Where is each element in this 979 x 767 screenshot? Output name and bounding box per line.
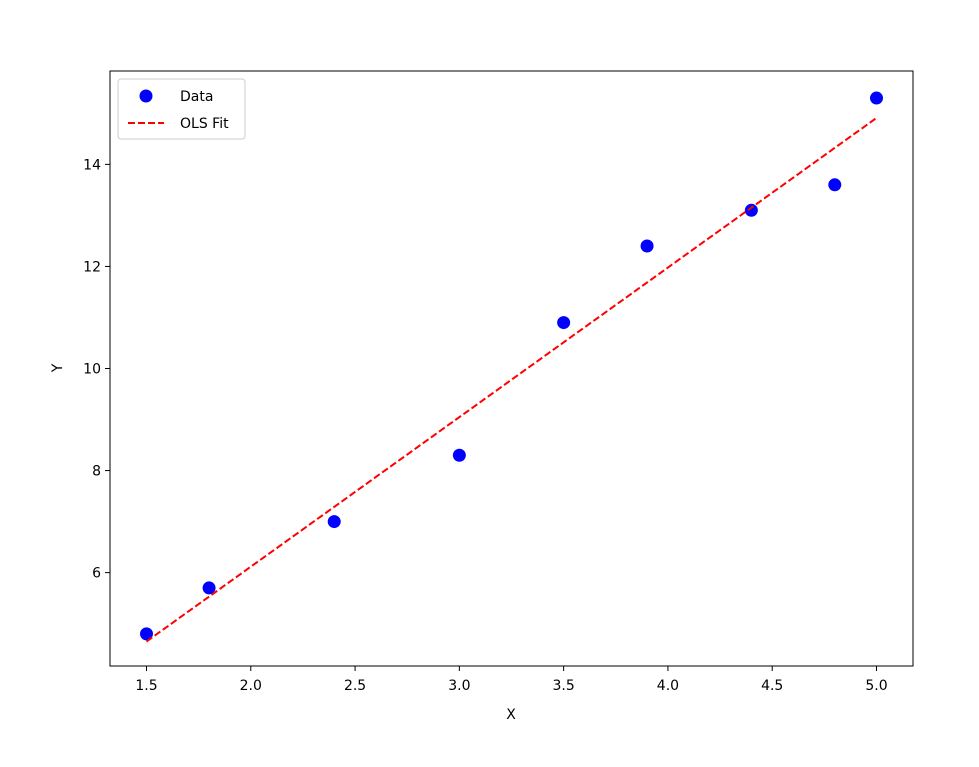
y-tick-label: 10 — [83, 362, 101, 378]
plot-frame — [109, 70, 914, 667]
x-tick-label: 2.5 — [344, 678, 366, 694]
x-tick-label: 3.5 — [553, 678, 575, 694]
data-point — [452, 448, 466, 462]
y-axis-label: Y — [50, 363, 66, 373]
data-point — [202, 581, 216, 595]
x-tick-label: 1.5 — [135, 678, 157, 694]
fit-line — [145, 117, 878, 643]
x-tick-label: 3.0 — [448, 678, 470, 694]
x-tick-label: 4.5 — [761, 678, 783, 694]
data-point — [640, 239, 654, 253]
legend-label: OLS Fit — [180, 116, 229, 132]
legend: Data OLS Fit — [117, 78, 246, 140]
data-point — [140, 627, 153, 641]
x-tick-label: 2.0 — [240, 678, 262, 694]
data-point — [828, 178, 842, 192]
data-point — [744, 203, 758, 217]
x-tick-label: 4.0 — [657, 678, 679, 694]
y-tick-label: 8 — [92, 464, 101, 480]
y-tick-label: 12 — [83, 259, 101, 275]
legend-label: Data — [180, 89, 213, 105]
x-axis-label: X — [506, 707, 516, 723]
legend-marker — [139, 89, 153, 103]
y-tick-label: 6 — [92, 566, 101, 582]
y-tick-label: 14 — [83, 157, 101, 173]
data-point — [557, 316, 571, 330]
data-point — [327, 515, 341, 529]
data-point — [870, 91, 883, 105]
x-tick-label: 5.0 — [865, 678, 887, 694]
